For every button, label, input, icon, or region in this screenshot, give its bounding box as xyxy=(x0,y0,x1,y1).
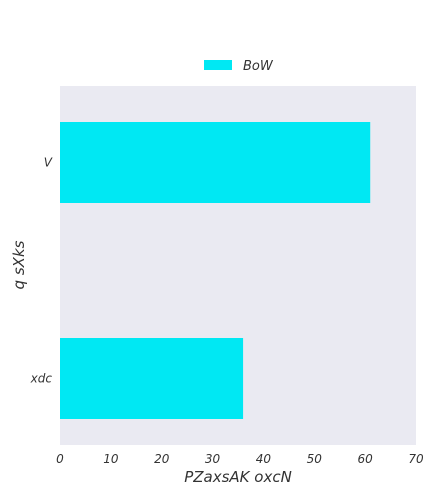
bar-v xyxy=(60,122,371,203)
x-axis-label: PZaxsAK oxcN xyxy=(184,468,292,486)
x-tick-label-50: 50 xyxy=(307,452,323,466)
legend: BoW xyxy=(204,59,274,74)
y-tick-label-xdc: xdc xyxy=(30,372,53,386)
x-tick-label-60: 60 xyxy=(358,452,374,466)
x-tick-label-40: 40 xyxy=(256,452,272,466)
x-tick-label-30: 30 xyxy=(205,452,221,466)
x-tick-label-0: 0 xyxy=(56,452,64,466)
x-tick-label-70: 70 xyxy=(408,452,424,466)
bar-xdc xyxy=(60,338,244,419)
y-tick-label-v: V xyxy=(44,156,53,170)
x-tick-label-10: 10 xyxy=(103,452,119,466)
legend-swatch-bow xyxy=(204,60,232,70)
y-axis-label: q sXks xyxy=(10,240,28,289)
x-tick-labels: 0 10 20 30 40 50 60 70 xyxy=(56,452,424,466)
x-tick-label-20: 20 xyxy=(154,452,170,466)
legend-label-bow: BoW xyxy=(243,59,274,74)
bars-layer xyxy=(60,122,371,419)
